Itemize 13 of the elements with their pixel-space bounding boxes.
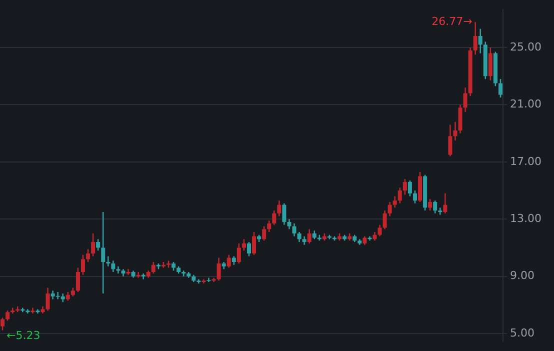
candlestick — [136, 272, 140, 278]
y-tick-label: 25.00 — [510, 40, 542, 54]
candlestick — [116, 266, 120, 274]
annotation: ←5.23 — [6, 329, 40, 342]
y-tick-label: 13.00 — [510, 212, 542, 225]
candlestick — [438, 208, 442, 215]
y-tick-label: 21.00 — [510, 98, 542, 111]
candlestick — [106, 256, 110, 266]
y-tick-label: 17.00 — [510, 154, 542, 168]
annotation: 26.77→ — [432, 15, 472, 28]
candlestick — [126, 269, 130, 275]
y-tick-label: 9.00 — [510, 269, 534, 282]
y-tick-label: 5.00 — [510, 326, 534, 340]
